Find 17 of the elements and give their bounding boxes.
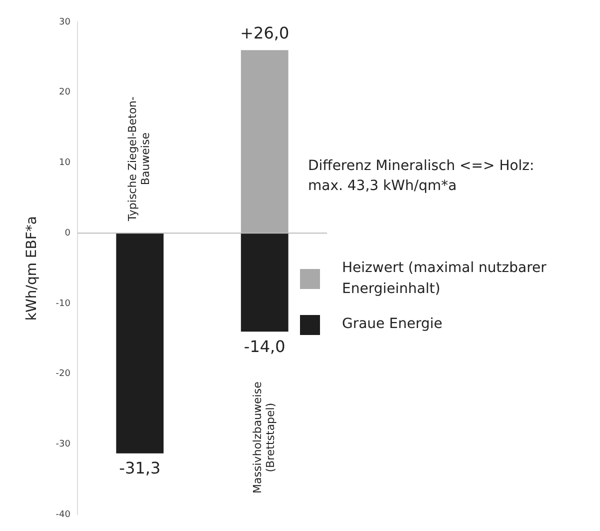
y-tick-label: 10 [59,158,71,168]
y-tick-label: -40 [56,510,71,520]
x-tick-label: Typische Ziegel-Beton-Bauweise [126,96,152,222]
data-label: -31,3 [119,458,161,478]
legend-label: Heizwert (maximal nutzbarer Energieinhalt) [342,259,548,299]
y-tick-label: 0 [64,228,71,238]
data-label: -14,0 [244,336,286,356]
annotation: Differenz Mineralisch <=> Holz: max. 43,3 kWh/qm*a [308,157,536,196]
y-tick-label: -10 [56,298,71,309]
legend-label: Graue Energie [342,315,444,334]
x-tick-label: Massivholzbauweise (Brettstapel) [250,381,277,494]
y-tick-label: -30 [56,440,71,450]
y-tick-label: 20 [59,88,71,98]
y-tick-label: 30 [59,17,71,28]
y-tick-label: -20 [56,369,71,380]
y-axis-title: kWh/qm EBF*a [24,216,40,321]
data-label: +26,0 [240,23,290,42]
